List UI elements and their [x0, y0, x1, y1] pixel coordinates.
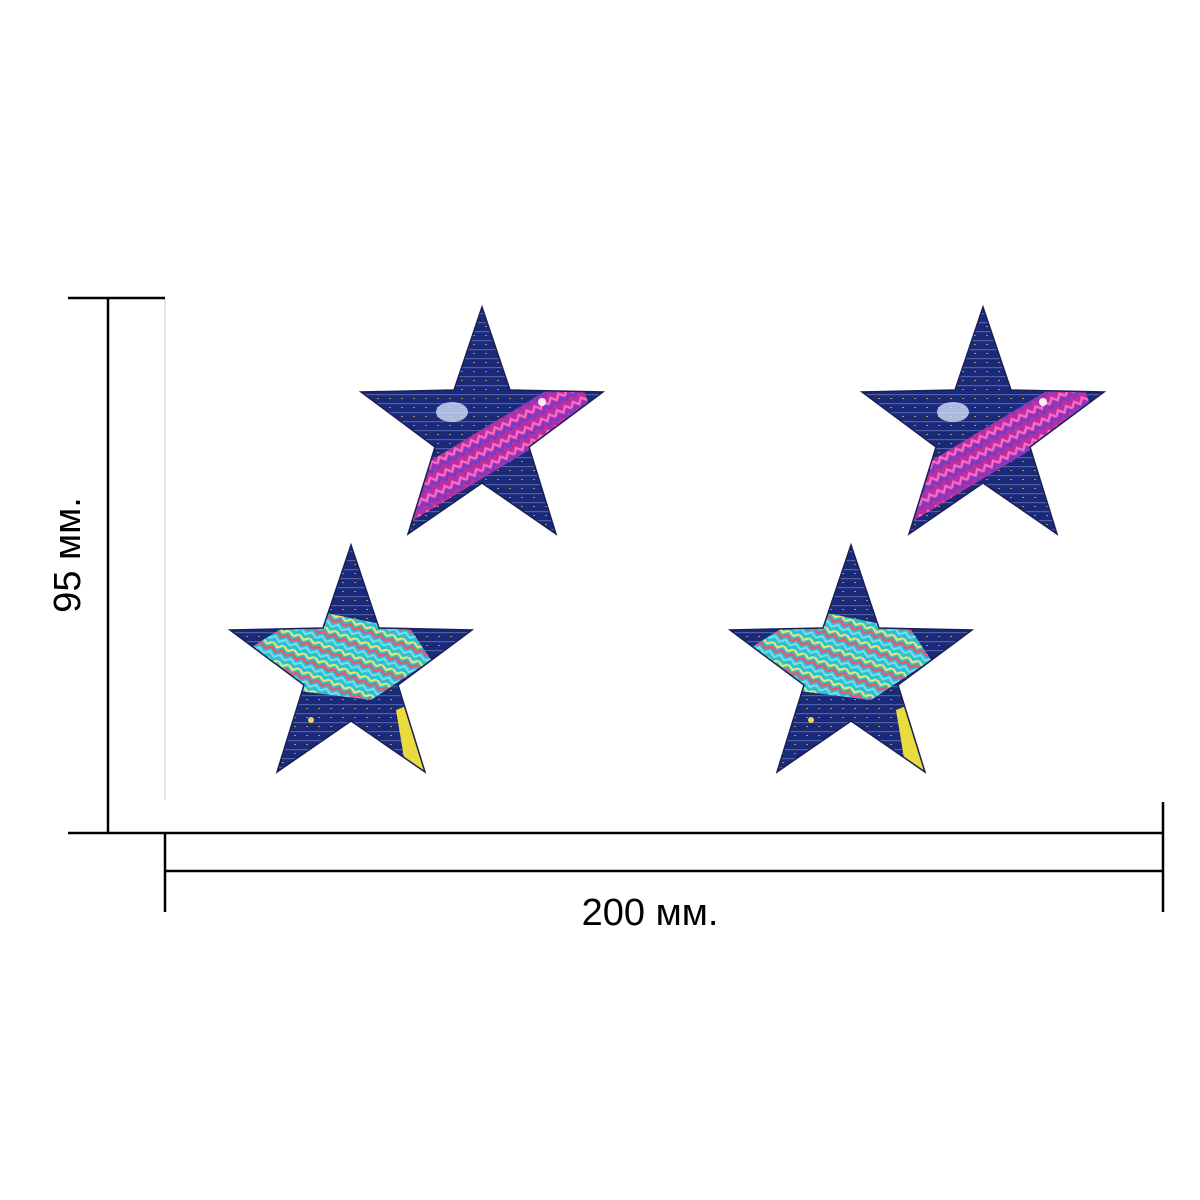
height-label: 95 мм.: [47, 497, 89, 613]
height-dimension: 95 мм.: [47, 296, 165, 835]
star-bottom-right: [721, 540, 981, 780]
star-top-right: [853, 302, 1113, 542]
star-bottom-left: [221, 540, 481, 780]
width-label: 200 мм.: [582, 892, 719, 934]
star-top-left: [352, 302, 612, 542]
width-dimension: 200 мм.: [163, 802, 1165, 934]
